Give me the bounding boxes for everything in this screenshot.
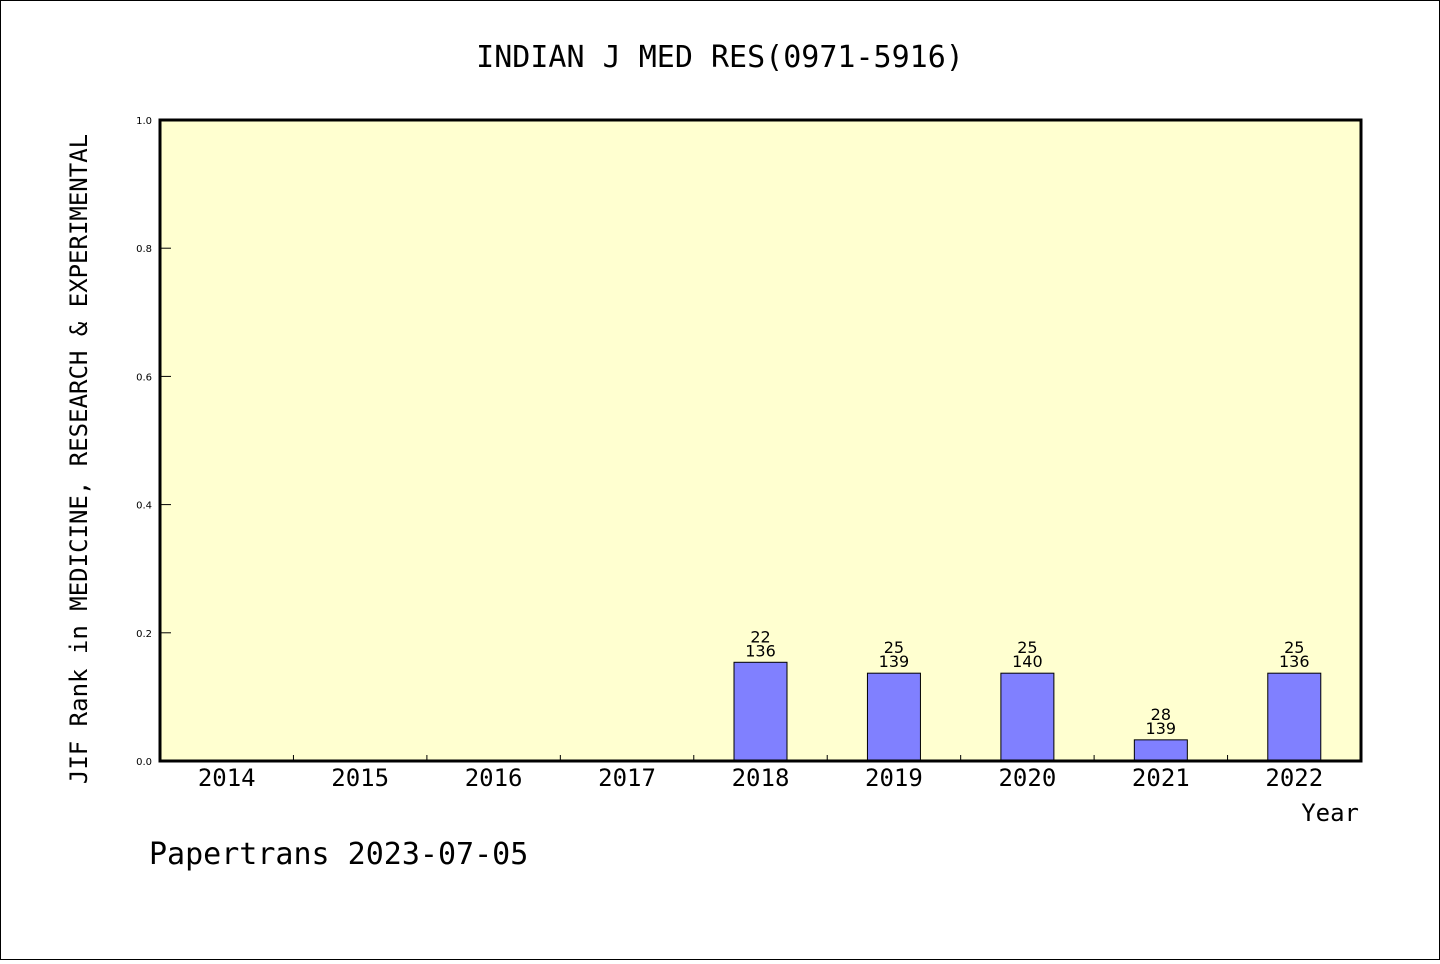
bar-label-rank: 25 — [1017, 638, 1037, 657]
x-tick-label: 2017 — [598, 764, 656, 792]
bar-label-total: 140 — [1012, 652, 1043, 671]
footer-credit: Papertrans 2023-07-05 — [149, 837, 528, 872]
y-tick-label: 0.6 — [136, 372, 152, 383]
y-axis-label: JIF Rank in MEDICINE, RESEARCH & EXPERIM… — [65, 134, 93, 784]
x-tick-label: 2018 — [732, 764, 790, 792]
y-tick-label: 0.0 — [136, 757, 152, 768]
bar-label-total: 136 — [1279, 652, 1310, 671]
x-tick-label: 2022 — [1265, 764, 1323, 792]
x-tick-label: 2016 — [465, 764, 523, 792]
bar-label-rank: 25 — [884, 638, 904, 657]
bar-label-total: 139 — [1146, 719, 1177, 738]
bar-2022 — [1267, 672, 1322, 762]
bar-label-rank: 25 — [1284, 638, 1304, 657]
plot-area — [160, 120, 1361, 761]
x-axis-ticks: 2014 2015 2016 2017 2018 2019 2020 2021 2022 — [198, 755, 1323, 792]
x-tick-label: 2021 — [1132, 764, 1190, 792]
bar-label-rank: 28 — [1151, 705, 1171, 724]
plot-border — [158, 118, 1363, 763]
bar-2020 — [1000, 672, 1055, 762]
x-tick-label: 2015 — [331, 764, 389, 792]
x-tick-label: 2014 — [198, 764, 256, 792]
bars-group — [733, 661, 1322, 762]
y-tick-label: 0.2 — [136, 629, 152, 640]
chart-title: INDIAN J MED RES(0971-5916) — [476, 40, 964, 75]
y-tick-label: 1.0 — [136, 116, 152, 127]
y-tick-label: 0.4 — [136, 501, 152, 512]
bar-label-rank: 22 — [750, 627, 770, 646]
bar-label-total: 136 — [745, 641, 776, 660]
bar-2021 — [1133, 739, 1188, 762]
x-tick-label: 2020 — [998, 764, 1056, 792]
y-tick-label: 0.8 — [136, 244, 152, 255]
bar-label-total: 139 — [879, 652, 910, 671]
x-axis-label: Year — [1301, 799, 1359, 827]
x-tick-label: 2019 — [865, 764, 923, 792]
bar-2018 — [733, 661, 788, 762]
bar-2019 — [866, 672, 921, 762]
